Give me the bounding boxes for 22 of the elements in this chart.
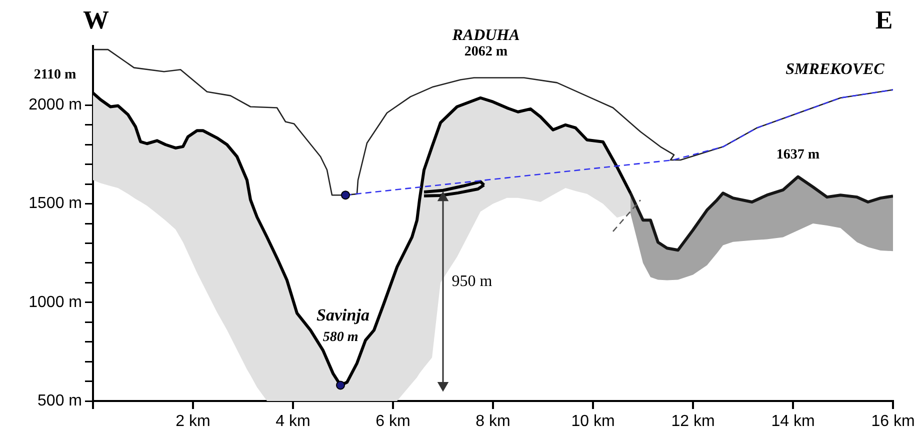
x-tick-label: 2 km	[176, 413, 210, 430]
y-tick-label: 1500 m	[28, 195, 82, 212]
x-tick-label: 16 km	[871, 413, 915, 430]
x-tick-label: 12 km	[671, 413, 715, 430]
x-tick-label: 10 km	[571, 413, 615, 430]
x-tick-label: 4 km	[276, 413, 310, 430]
y-tick-label: 1000 m	[28, 294, 82, 311]
x-tick-label: 8 km	[476, 413, 510, 430]
text: RADUHA	[451, 27, 520, 44]
annotation: 1637 m	[776, 147, 820, 162]
annotation: Savinja	[316, 305, 370, 324]
x-tick-label: 6 km	[376, 413, 410, 430]
annotation: 580 m	[322, 330, 358, 345]
annotation: 2062 m	[464, 44, 508, 60]
text: 2110 m	[34, 68, 77, 83]
text: W	[83, 6, 109, 35]
annotation: 950 m	[452, 273, 493, 290]
x-tick-label: 14 km	[771, 413, 815, 430]
annotation: SMREKOVEC	[786, 61, 885, 78]
y-tick-label: 2000 m	[28, 96, 82, 114]
text: E	[875, 6, 893, 35]
y-tick-label: 500 m	[38, 392, 82, 410]
